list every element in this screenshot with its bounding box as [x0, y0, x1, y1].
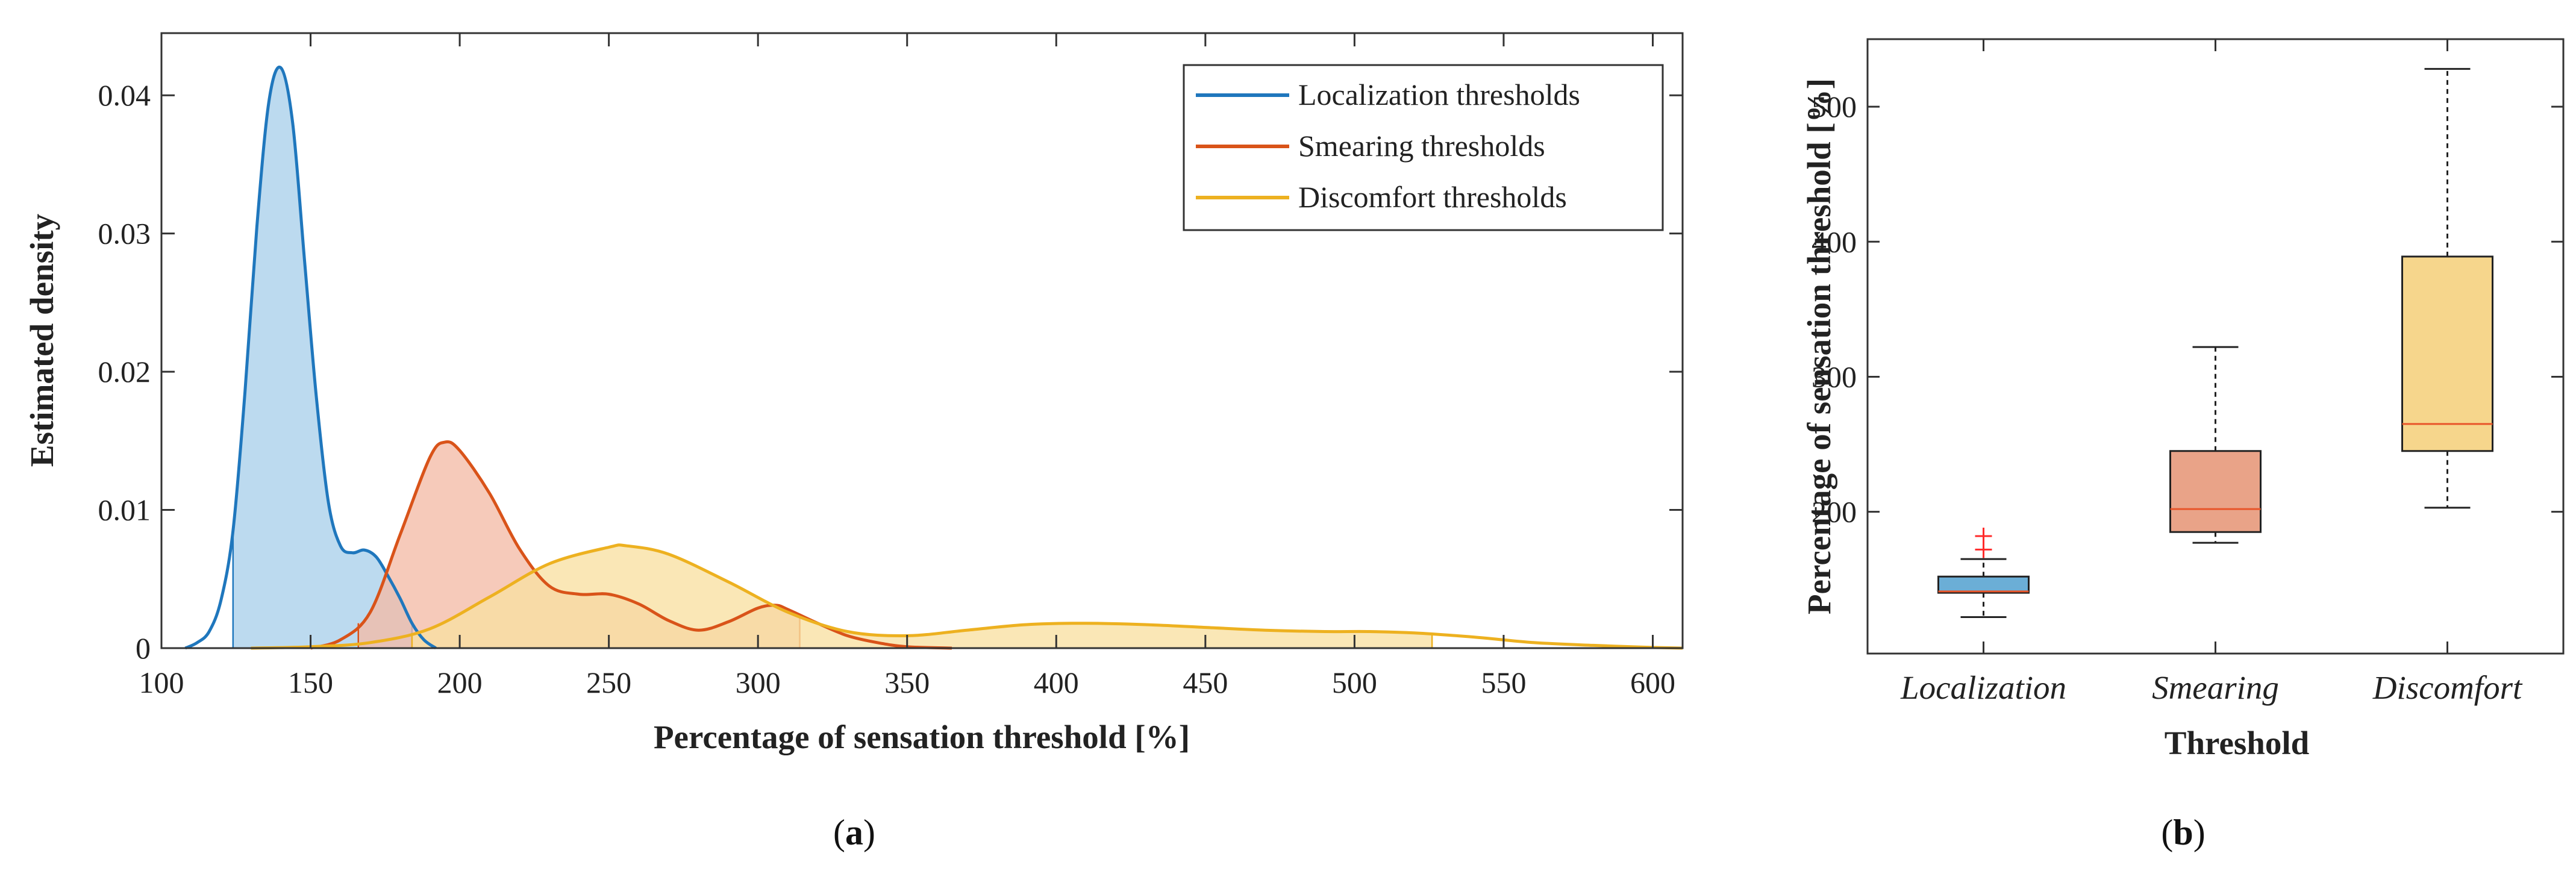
x-tick-label: 600	[1630, 666, 1675, 699]
category-label: Discomfort	[2372, 669, 2523, 706]
box-iqr	[2401, 255, 2493, 452]
category-label: Localization	[1900, 669, 2066, 706]
density-legend: Localization thresholds Smearing thresho…	[1183, 64, 1664, 231]
y-tick-label: 0.03	[98, 217, 151, 251]
y-tick-label: 400	[1812, 225, 1857, 258]
density-y-axis-label: Estimated density	[23, 214, 60, 467]
box-iqr	[1937, 575, 2030, 594]
legend-label-smearing: Smearing thresholds	[1298, 129, 1545, 163]
y-tick-label: 0.04	[98, 78, 151, 112]
x-tick-label: 300	[736, 666, 781, 699]
x-tick-label: 450	[1183, 666, 1228, 699]
box-localization	[1937, 527, 2030, 618]
panel-label-b-letter: b	[2173, 813, 2193, 852]
box-smearing	[2169, 346, 2262, 544]
boxplot-y-ticks: 200 300 400 500	[1812, 90, 2563, 529]
x-tick-label: 550	[1481, 666, 1526, 699]
panel-label-a-letter: a	[845, 813, 863, 852]
panel-label-a: (a)	[833, 813, 875, 852]
density-fill-discomfort	[411, 545, 1433, 648]
density-y-ticks: 0 0.01 0.02 0.03 0.04	[98, 78, 1683, 665]
density-chart: 100 150 200 250 300 350 400 450 500 550 600 00.010…	[23, 32, 1684, 852]
legend-label-discomfort: Discomfort thresholds	[1298, 180, 1567, 214]
x-tick-label: 350	[884, 666, 930, 699]
boxplot-x-ticks: Localization Smearing Discomfort	[1900, 39, 2523, 706]
panel-label-b: (b)	[2161, 813, 2205, 852]
y-tick-label: 0.01	[98, 493, 151, 527]
density-line-localization	[184, 65, 437, 650]
x-tick-label: 250	[586, 666, 631, 699]
boxplot-boxes	[1937, 67, 2493, 618]
density-line-discomfort	[251, 543, 1683, 650]
x-tick-label: 100	[139, 666, 184, 699]
density-fill-localization	[233, 67, 412, 648]
density-x-ticks: 100 150 200 250 300 350 400 450 500 550 600	[139, 33, 1675, 699]
x-tick-label: 200	[437, 666, 483, 699]
boxplot-x-axis-label: Threshold	[2165, 725, 2309, 761]
boxplot-y-axis-label: Percentage of sensation threshold [%]	[1801, 78, 1837, 614]
y-tick-label: 200	[1812, 495, 1857, 529]
density-plot-frame	[160, 32, 1684, 649]
density-x-axis-label: Percentage of sensation threshold [%]	[654, 719, 1190, 755]
legend-label-localization: Localization thresholds	[1298, 78, 1580, 111]
y-tick-label: 0	[136, 631, 151, 665]
density-lines	[184, 65, 1683, 650]
density-fills	[232, 67, 1433, 648]
y-tick-label: 0.02	[98, 355, 151, 389]
box-discomfort	[2401, 67, 2493, 509]
x-tick-label: 150	[288, 666, 333, 699]
x-tick-label: 400	[1034, 666, 1079, 699]
boxplot-chart: 200 300 400 500 Localization Smearing Discomf…	[1801, 38, 2565, 852]
y-tick-label: 500	[1812, 90, 1857, 123]
box-iqr	[2169, 450, 2262, 533]
category-label: Smearing	[2152, 669, 2279, 706]
density-fill-smearing	[358, 442, 800, 648]
outlier-marker	[1975, 527, 1992, 545]
y-tick-label: 300	[1812, 360, 1857, 393]
x-tick-label: 500	[1332, 666, 1377, 699]
